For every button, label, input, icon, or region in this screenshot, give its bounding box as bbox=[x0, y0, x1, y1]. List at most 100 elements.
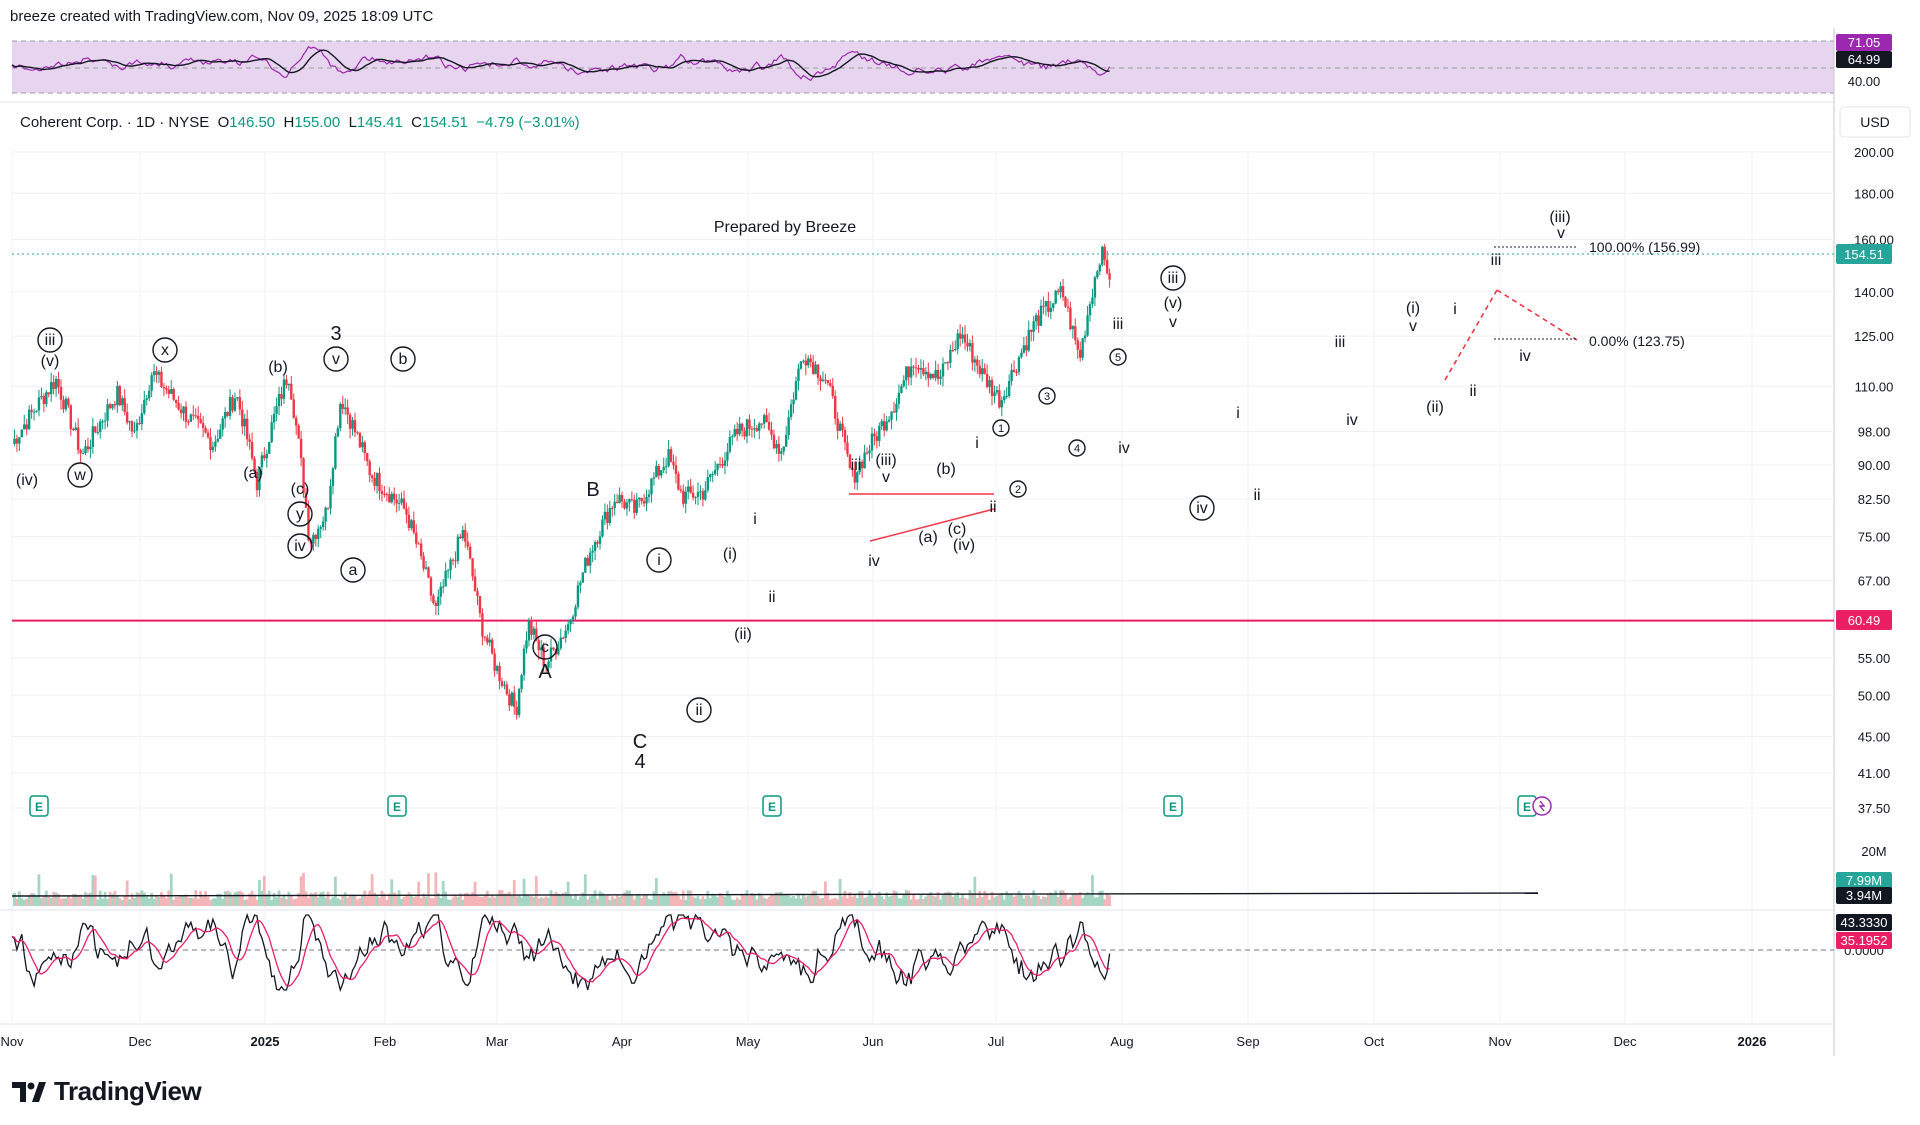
volume-bar bbox=[40, 898, 43, 906]
volume-bar bbox=[292, 899, 296, 906]
volume-bar bbox=[662, 892, 666, 906]
candle-body bbox=[290, 383, 293, 400]
currency-button[interactable]: USD bbox=[1839, 106, 1911, 138]
volume-bar bbox=[1083, 894, 1087, 906]
candle-body bbox=[814, 364, 817, 374]
candle-body bbox=[1044, 300, 1048, 307]
candle-body bbox=[542, 647, 545, 667]
low-value: 145.41 bbox=[356, 114, 403, 131]
volume-bar bbox=[233, 892, 237, 906]
candle-body bbox=[983, 368, 986, 374]
fib-retracement[interactable]: 100.00% (156.99) 0.00% (123.75) bbox=[1494, 239, 1700, 349]
indicator-value-text: 35.1952 bbox=[1841, 933, 1888, 948]
volume-bar bbox=[838, 879, 842, 906]
tradingview-logo[interactable]: TradingView bbox=[12, 1076, 202, 1107]
earnings-E-icon[interactable]: E bbox=[1163, 795, 1183, 817]
candle-body bbox=[767, 421, 771, 430]
wave-label: 3 bbox=[330, 323, 341, 345]
wedge-drawing[interactable] bbox=[1444, 289, 1578, 381]
candle-body bbox=[939, 376, 942, 379]
candle-body bbox=[125, 412, 129, 423]
candle-body bbox=[687, 486, 690, 492]
volume-bar bbox=[307, 897, 310, 906]
candle-body bbox=[473, 576, 477, 591]
candle-body bbox=[444, 570, 447, 587]
volume-bar bbox=[329, 899, 332, 906]
volume-bar bbox=[297, 893, 301, 906]
volume-bar bbox=[35, 896, 38, 906]
candle-body bbox=[1007, 381, 1011, 396]
candle-body bbox=[307, 507, 310, 541]
volume-bar bbox=[770, 894, 773, 906]
volume-bar bbox=[637, 893, 641, 906]
candle-body bbox=[140, 413, 144, 424]
volume-bar bbox=[201, 896, 205, 906]
volume-bar bbox=[1012, 896, 1016, 906]
volume-bar bbox=[897, 898, 901, 906]
candle-body bbox=[265, 453, 268, 459]
symbol-legend[interactable]: Coherent Corp. · 1D · NYSE O146.50 H155.… bbox=[20, 114, 580, 131]
candle-body bbox=[1039, 305, 1043, 326]
volume-bar bbox=[767, 897, 771, 906]
volume-bar bbox=[49, 897, 53, 906]
volume-bar bbox=[395, 894, 399, 906]
volume-bar bbox=[285, 899, 288, 906]
candle-body bbox=[743, 430, 746, 437]
close-label: C bbox=[411, 114, 422, 131]
dividend-icon[interactable] bbox=[1532, 796, 1552, 816]
wave-label: (c) bbox=[291, 481, 310, 498]
candle-body bbox=[706, 477, 709, 491]
earnings-markers[interactable]: E E E E E bbox=[29, 795, 1552, 817]
candle-body bbox=[792, 399, 795, 405]
candle-body bbox=[429, 577, 433, 596]
candle-body bbox=[998, 390, 1001, 408]
candle-body bbox=[295, 417, 298, 426]
volume-bar bbox=[473, 881, 477, 906]
volume-bar bbox=[463, 893, 467, 906]
candle-body bbox=[909, 366, 913, 378]
volume-bar bbox=[1091, 874, 1094, 906]
candle-body bbox=[723, 460, 727, 466]
volume-bar bbox=[432, 898, 435, 906]
volume-bar bbox=[483, 894, 487, 906]
candle-body bbox=[640, 497, 643, 502]
volume-bar bbox=[792, 896, 795, 906]
volume-bar bbox=[172, 899, 176, 906]
volume-bar bbox=[409, 894, 413, 906]
earnings-E-icon[interactable]: E bbox=[387, 795, 407, 817]
volume-bar bbox=[321, 891, 325, 906]
wave-label: (b) bbox=[936, 461, 956, 478]
volume-bar bbox=[694, 898, 697, 906]
candle-body bbox=[552, 647, 555, 650]
volume-bar bbox=[27, 895, 31, 906]
volume-bar bbox=[895, 891, 898, 906]
candle-body bbox=[949, 350, 952, 363]
volume-bar bbox=[422, 893, 425, 906]
candle-body bbox=[1103, 246, 1106, 260]
volume-bar bbox=[645, 895, 648, 906]
volume-bar bbox=[1039, 898, 1043, 906]
high-value: 155.00 bbox=[294, 114, 341, 131]
candle-body bbox=[165, 387, 168, 390]
candle-body bbox=[547, 661, 550, 668]
candle-body bbox=[437, 596, 440, 606]
prepared-by-annotation[interactable]: Prepared by Breeze bbox=[714, 219, 856, 236]
time-axis[interactable]: Nov Dec 2025 Feb Mar Apr May Jun Jul Aug Sep Oct Nov… bbox=[0, 1034, 1766, 1049]
volume-bar bbox=[944, 892, 947, 906]
volume-bar bbox=[446, 899, 450, 906]
candle-body bbox=[1010, 369, 1013, 382]
earnings-E-icon[interactable]: E bbox=[762, 795, 782, 817]
candle-body bbox=[121, 398, 124, 406]
candle-body bbox=[713, 469, 717, 475]
candle-body bbox=[329, 485, 332, 509]
volume-bar bbox=[98, 890, 102, 906]
earnings-E-icon[interactable]: E bbox=[29, 795, 49, 817]
volume-bar bbox=[368, 890, 372, 906]
candle-body bbox=[777, 443, 781, 454]
price-axis[interactable]: 200.00 180.00 160.00 140.00 125.00 110.00 98.0… bbox=[1854, 145, 1894, 816]
volume-bar bbox=[664, 895, 668, 906]
price-tick-label: 75.00 bbox=[1858, 529, 1891, 544]
triangle-pattern[interactable] bbox=[849, 493, 995, 542]
volume-bar bbox=[336, 898, 340, 906]
